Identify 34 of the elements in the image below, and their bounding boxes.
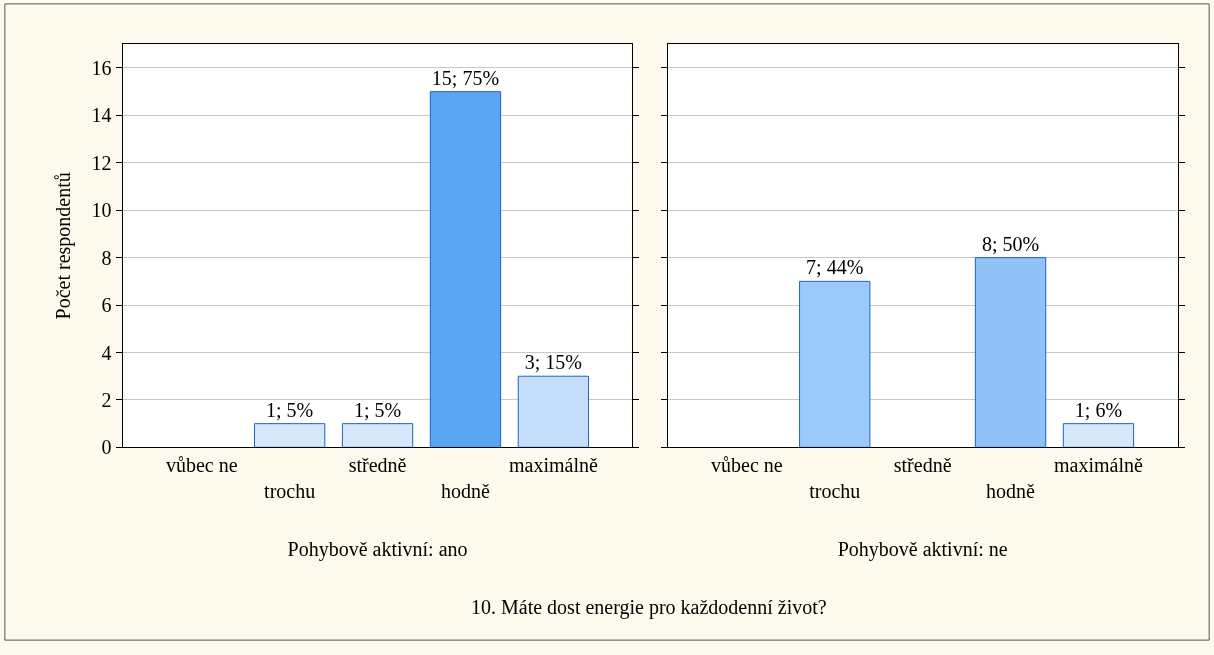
x-tick-label: trochu (264, 480, 316, 503)
y-axis-title: Počet respondentů (52, 172, 76, 320)
data-label: 3; 15% (524, 351, 582, 374)
data-label: 1; 5% (266, 398, 314, 421)
y-tick-label: 8 (101, 246, 112, 269)
x-tick-label: vůbec ne (165, 454, 238, 477)
data-label: 1; 5% (353, 398, 402, 421)
x-tick-label: hodně (986, 480, 1036, 503)
y-tick-label: 12 (91, 151, 112, 174)
x-axis-title: Pohybově aktivní: ano (287, 537, 468, 561)
data-label: 7; 44% (806, 256, 864, 279)
y-tick-label: 0 (101, 436, 112, 459)
y-tick-label: 10 (91, 199, 112, 222)
y-tick-label: 16 (91, 56, 112, 79)
x-tick-label: maximálně (1054, 454, 1144, 477)
x-tick-label: středně (893, 454, 952, 477)
y-tick-label: 6 (101, 294, 112, 317)
data-label: 1; 6% (1074, 398, 1123, 421)
x-axis-title: Pohybově aktivní: ne (837, 537, 1008, 561)
data-label: 8; 50% (981, 232, 1040, 255)
bar (517, 375, 590, 448)
x-tick-label: vůbec ne (711, 454, 783, 477)
text: 10. Máte dost energie pro každodenní život? (471, 596, 827, 619)
data-label: 15; 75% (431, 66, 500, 89)
y-tick-label: 2 (101, 388, 112, 411)
bar (253, 423, 326, 448)
y-tick-label: 14 (91, 104, 112, 127)
y-tick-label: 4 (101, 341, 112, 364)
bar (429, 91, 502, 448)
x-tick-label: maximálně (508, 454, 598, 477)
x-tick-label: hodně (441, 480, 491, 503)
x-tick-label: trochu (809, 480, 861, 503)
x-tick-label: středně (348, 454, 407, 477)
bar (341, 423, 414, 448)
